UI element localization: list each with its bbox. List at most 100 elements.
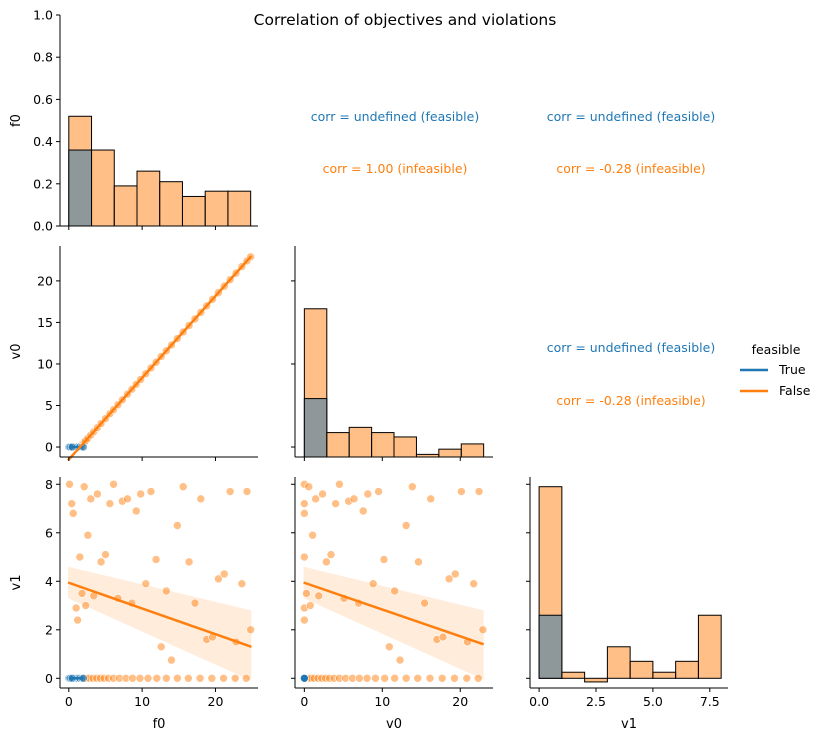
scatter-point-infeasible bbox=[71, 603, 81, 613]
legend-label: True bbox=[778, 362, 806, 377]
regression-line-infeasible bbox=[67, 255, 253, 462]
scatter-point-infeasible bbox=[355, 673, 364, 683]
hist-bar-infeasible bbox=[561, 671, 586, 679]
x-axis-label: f0 bbox=[153, 717, 166, 732]
hist-bar-infeasible bbox=[159, 181, 183, 227]
scatter-point-infeasible bbox=[167, 655, 176, 665]
x-tick-label: 10 bbox=[374, 694, 390, 709]
x-tick-label: 0 bbox=[65, 694, 73, 709]
hist-bar-infeasible bbox=[438, 448, 462, 458]
scatter-point-infeasible bbox=[93, 489, 102, 499]
scatter-point-feasible bbox=[300, 673, 309, 683]
scatter-point-infeasible bbox=[219, 569, 229, 579]
scatter-point-infeasible bbox=[68, 509, 78, 518]
scatter-point-infeasible bbox=[190, 598, 200, 608]
scatter-point-infeasible bbox=[173, 521, 182, 530]
scatter-point-infeasible bbox=[184, 557, 194, 567]
chart-title: Correlation of objectives and violations bbox=[254, 11, 557, 29]
scatter-point-infeasible bbox=[65, 479, 74, 489]
scatter-point-infeasible bbox=[401, 673, 411, 683]
hist-bar-infeasible bbox=[675, 660, 699, 679]
y-tick-label: 0.8 bbox=[33, 50, 53, 65]
hist-bar-infeasible bbox=[136, 170, 161, 227]
scatter-point-infeasible bbox=[214, 574, 223, 584]
regression-line-infeasible bbox=[303, 581, 485, 646]
x-tick-label: 0 bbox=[300, 694, 308, 709]
regression-line-infeasible bbox=[67, 581, 252, 648]
scatter-point-infeasible bbox=[395, 655, 405, 665]
correlation-annotation-v0_v1: corr = undefined (feasible) corr = -0.28 … bbox=[547, 340, 715, 408]
scatter-point-infeasible bbox=[73, 615, 82, 625]
scatter-point-infeasible bbox=[390, 673, 399, 683]
scatter-v0-vs-v1: 0 10 20 v0 bbox=[291, 477, 493, 732]
histogram-v1: 0.0 2.5 5.0 7.5 v1 bbox=[526, 477, 728, 732]
scatter-point-infeasible bbox=[196, 494, 206, 504]
hist-bar-infeasible bbox=[348, 426, 373, 458]
y-tick-label: 0 bbox=[45, 440, 53, 455]
scatter-point-infeasible bbox=[77, 589, 87, 598]
correlation-annotation-f0_v1: corr = undefined (feasible) corr = -0.28 … bbox=[547, 109, 715, 176]
scatter-point-infeasible bbox=[178, 482, 188, 492]
scatter-point-infeasible bbox=[362, 673, 372, 683]
regression-ci-band bbox=[303, 566, 484, 680]
scatter-point-infeasible bbox=[300, 499, 309, 508]
regression-ci-band bbox=[68, 566, 252, 681]
hist-bar-feasible bbox=[303, 398, 328, 458]
scatter-point-infeasible bbox=[242, 487, 252, 496]
scatter-point-infeasible bbox=[368, 579, 378, 589]
scatter-point-infeasible bbox=[246, 625, 255, 635]
scatter-point-infeasible bbox=[123, 494, 132, 504]
scatter-point-infeasible bbox=[420, 598, 429, 608]
hist-bar-infeasible bbox=[371, 432, 395, 458]
y-tick-label: 0.6 bbox=[33, 92, 53, 107]
scatter-point-infeasible bbox=[151, 555, 161, 564]
scatter-point-infeasible bbox=[219, 673, 228, 683]
x-tick-label: 5.0 bbox=[643, 694, 663, 709]
scatter-point-infeasible bbox=[241, 673, 251, 683]
x-tick-label: 10 bbox=[134, 694, 150, 709]
scatter-point-infeasible bbox=[225, 487, 235, 496]
scatter-point-infeasible bbox=[230, 673, 240, 683]
scatter-point-infeasible bbox=[349, 494, 359, 504]
scatter-point-infeasible bbox=[81, 601, 90, 610]
hist-bar-infeasible bbox=[181, 195, 206, 227]
scatter-point-infeasible bbox=[141, 579, 151, 589]
scatter-point-infeasible bbox=[83, 530, 93, 540]
scatter-point-infeasible bbox=[322, 557, 331, 567]
x-tick-label: 7.5 bbox=[700, 694, 720, 709]
scatter-point-infeasible bbox=[237, 579, 247, 589]
scatter-point-infeasible bbox=[302, 589, 311, 598]
scatter-point-infeasible bbox=[478, 625, 488, 635]
scatter-point-infeasible bbox=[308, 530, 317, 540]
scatter-point-infeasible bbox=[384, 642, 394, 652]
hist-bar-feasible bbox=[68, 149, 93, 227]
scatter-point-infeasible bbox=[380, 673, 389, 683]
scatter-f0-vs-v1: 0 2 4 6 8 0 10 20 f0 v1 bbox=[9, 477, 258, 732]
y-tick-label: 5 bbox=[45, 398, 53, 413]
scatter-point-infeasible bbox=[86, 494, 96, 504]
correlation-text-infeasible: corr = -0.28 (infeasible) bbox=[556, 161, 705, 176]
scatter-point-infeasible bbox=[358, 506, 368, 516]
y-tick-label: 0 bbox=[45, 671, 53, 686]
scatter-point-infeasible bbox=[444, 574, 454, 584]
hist-bar-infeasible bbox=[204, 190, 229, 227]
scatter-point-infeasible bbox=[425, 673, 435, 683]
scatter-point-infeasible bbox=[331, 499, 340, 508]
scatter-point-infeasible bbox=[300, 615, 309, 625]
scatter-point-infeasible bbox=[162, 673, 171, 683]
scatter-point-infeasible bbox=[128, 673, 137, 683]
y-tick-label: 10 bbox=[37, 356, 53, 371]
correlation-text-infeasible: corr = -0.28 (infeasible) bbox=[556, 393, 705, 408]
hist-bar-infeasible bbox=[584, 677, 608, 683]
correlation-text-feasible: corr = undefined (feasible) bbox=[547, 109, 715, 124]
scatter-point-infeasible bbox=[67, 499, 77, 508]
histogram-f0: 0.0 0.2 0.4 0.6 0.8 1.0 f0 bbox=[9, 8, 258, 234]
y-tick-label: 1.0 bbox=[33, 8, 53, 23]
scatter-point-infeasible bbox=[390, 586, 399, 596]
scatter-point-infeasible bbox=[304, 482, 314, 492]
scatter-point-infeasible bbox=[162, 586, 171, 596]
y-axis-label: v0 bbox=[9, 344, 24, 360]
scatter-point-infeasible bbox=[75, 552, 85, 562]
correlation-text-infeasible: corr = 1.00 (infeasible) bbox=[323, 161, 468, 176]
scatter-point-infeasible bbox=[101, 550, 110, 559]
